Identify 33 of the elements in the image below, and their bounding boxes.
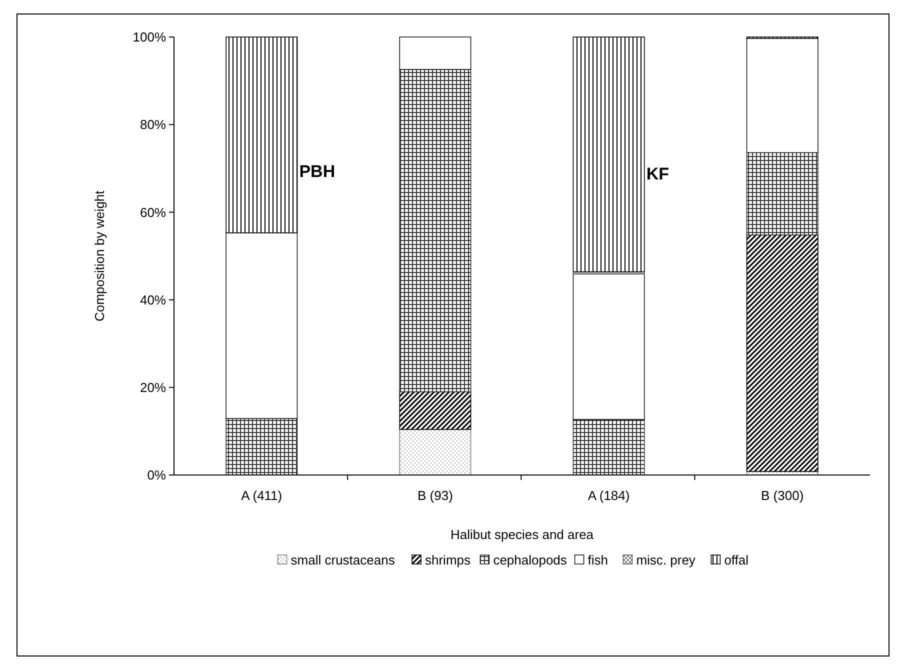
bar bbox=[746, 152, 818, 236]
y-axis-title: Composition by weight bbox=[92, 190, 107, 322]
y-tick-label: 60% bbox=[140, 204, 166, 220]
legend-label: cephalopods bbox=[493, 552, 568, 568]
bar bbox=[572, 274, 645, 420]
bar bbox=[399, 391, 472, 430]
bar bbox=[226, 36, 298, 234]
annotation: KF bbox=[646, 164, 670, 184]
legend-label: offal bbox=[724, 552, 749, 568]
bar bbox=[572, 36, 645, 272]
legend-label: misc. prey bbox=[636, 552, 696, 568]
legend-label: shrimps bbox=[425, 552, 472, 568]
y-tick-label: 20% bbox=[140, 380, 166, 395]
x-tick-label: A (184) bbox=[588, 488, 630, 503]
y-tick-label: 40% bbox=[140, 292, 166, 308]
legend-label: small crustaceans bbox=[290, 552, 396, 568]
y-tick-label: 80% bbox=[140, 117, 166, 132]
y-tick-label: 100% bbox=[132, 30, 166, 45]
bar bbox=[399, 36, 472, 70]
bar bbox=[746, 38, 818, 154]
annotation: PBH bbox=[299, 162, 336, 182]
x-axis-title: Halibut species and area bbox=[450, 527, 594, 542]
x-tick-label: B (300) bbox=[761, 488, 804, 503]
legend-label: fish bbox=[588, 552, 608, 568]
y-tick-label: 0% bbox=[147, 468, 166, 483]
x-tick-label: B (93) bbox=[418, 488, 453, 503]
bar bbox=[399, 69, 472, 392]
bar bbox=[746, 234, 818, 472]
bar bbox=[399, 429, 472, 476]
bar bbox=[572, 418, 645, 476]
bar bbox=[226, 418, 298, 476]
bar bbox=[226, 232, 298, 419]
x-tick-label: A (411) bbox=[241, 488, 282, 503]
